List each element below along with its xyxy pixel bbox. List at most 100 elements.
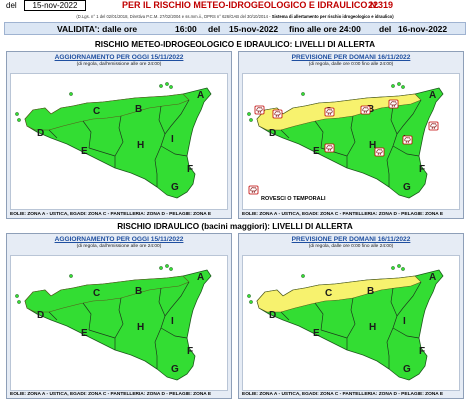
thunderstorm-icon (360, 105, 371, 115)
zone-label-i: I (403, 316, 406, 327)
minor-island (247, 112, 251, 116)
zone-label-b: B (367, 286, 374, 297)
zone-label-b: B (135, 286, 142, 297)
validity-from-time: 16:00 (175, 24, 197, 34)
minor-island (391, 266, 395, 270)
zone-label-c: C (93, 288, 100, 299)
bulletin-date: 15-nov-2022 (24, 0, 86, 11)
zone-label-d: D (269, 310, 276, 321)
minor-island (249, 300, 253, 304)
panel-title: AGGIORNAMENTO PER OGGI 15/11/2022 (54, 236, 184, 243)
panel-subtitle: (di regola, dalle ore 0:00 fino alle 24:… (308, 244, 394, 249)
zone-border (114, 297, 124, 350)
zone-border (88, 147, 116, 157)
zone-label-e: E (81, 328, 88, 339)
thunderstorm-icon (324, 143, 335, 153)
map-frame: ABCDEFGHIROVESCI O TEMPORALI (242, 73, 460, 210)
islands-legend: EOLIE: ZONA A - USTICA, EGADI: ZONA C - … (242, 392, 444, 397)
zone-label-a: A (429, 90, 436, 101)
zone-border (48, 129, 58, 139)
minor-island (397, 264, 401, 268)
date-label: del (6, 1, 17, 10)
panel-subtitle: (di regola, dall'emissione alle ore 24:0… (76, 62, 162, 67)
zone-border (82, 302, 92, 331)
validity-bar: VALIDITA': dalle ore 16:00 del 15-nov-20… (4, 22, 466, 35)
zone-border (392, 145, 420, 157)
zone-label-c: C (325, 288, 332, 299)
zone-label-a: A (197, 272, 204, 283)
thunderstorm-icon (324, 107, 335, 117)
panel-title: PREVISIONE PER DOMANI 16/11/2022 (291, 54, 411, 61)
section-title-hydraulic: RISCHIO IDRAULICO (bacini maggiori): LIV… (117, 222, 353, 231)
zone-label-h: H (369, 322, 376, 333)
minor-island (247, 294, 251, 298)
zone-border (48, 311, 58, 321)
thunderstorm-icon (272, 109, 283, 119)
minor-island (397, 82, 401, 86)
sicily-alert-map: ABCDEFGHIROVESCI O TEMPORALI (247, 82, 444, 202)
panel-meteo-tomorrow: PREVISIONE PER DOMANI 16/11/2022 (di reg… (238, 51, 464, 219)
thunderstorm-icon (428, 121, 439, 131)
zone-border (160, 327, 188, 339)
bulletin-title: PER IL RISCHIO METEO-IDROGEOLOGICO E IDR… (122, 0, 379, 10)
zone-border (346, 297, 356, 350)
zone-border (88, 329, 116, 339)
sicily-alert-map: A B C D E FG H I (247, 264, 444, 381)
zone-label-f: F (419, 164, 425, 175)
zone-label-b: B (135, 104, 142, 115)
zone-border (280, 129, 290, 139)
panel-header: AGGIORNAMENTO PER OGGI 15/11/2022 (di re… (7, 234, 231, 254)
panel-hydraulic-today: AGGIORNAMENTO PER OGGI 15/11/2022 (di re… (6, 233, 232, 399)
bulletin-header: del 15-nov-2022 PER IL RISCHIO METEO-IDR… (0, 0, 470, 12)
zone-border (164, 99, 190, 135)
validity-from-date: 15-nov-2022 (229, 24, 279, 34)
minor-island (15, 294, 19, 298)
zone-label-i: I (171, 316, 174, 327)
minor-island (169, 267, 173, 271)
bulletin-number: 22319 (368, 0, 394, 10)
storm-legend-label: ROVESCI O TEMPORALI (261, 196, 326, 202)
zone-label-i: I (171, 134, 174, 145)
thunderstorm-icon (374, 147, 385, 157)
panel-header: PREVISIONE PER DOMANI 16/11/2022 (di reg… (239, 52, 463, 72)
zone-label-g: G (171, 182, 179, 193)
zone-label-h: H (369, 140, 376, 151)
zone-label-b: B (367, 104, 374, 115)
zone-label-a: A (197, 90, 204, 101)
islands-legend: EOLIE: ZONA A - USTICA, EGADI: ZONA C - … (10, 392, 212, 397)
zone-label-h: H (137, 322, 144, 333)
zone-border (164, 281, 190, 317)
minor-island (165, 82, 169, 86)
thunderstorm-icon (388, 99, 399, 109)
zone-border (280, 311, 290, 321)
zone-label-g: G (403, 364, 411, 375)
panel-subtitle: (di regola, dalle ore 0:00 fino alle 24:… (308, 62, 394, 67)
minor-island (69, 274, 73, 278)
zone-border (314, 120, 324, 149)
zone-border (392, 327, 420, 339)
validity-del-word: del (208, 24, 221, 34)
islands-legend: EOLIE: ZONA A - USTICA, EGADI: ZONA C - … (10, 212, 212, 217)
panel-header: AGGIORNAMENTO PER OGGI 15/11/2022 (di re… (7, 52, 231, 72)
zone-label-f: F (187, 164, 193, 175)
zone-label-a: A (429, 272, 436, 283)
thunderstorm-legend-icon (248, 185, 259, 195)
zone-label-g: G (403, 182, 411, 193)
zone-border (396, 99, 422, 135)
minor-island (249, 118, 253, 122)
minor-island (159, 266, 163, 270)
zone-border (314, 302, 324, 331)
panel-header: PREVISIONE PER DOMANI 16/11/2022 (di reg… (239, 234, 463, 254)
panel-subtitle: (di regola, dall'emissione alle ore 24:0… (76, 244, 162, 249)
minor-island (301, 274, 305, 278)
minor-island (391, 84, 395, 88)
thunderstorm-icon (254, 105, 265, 115)
minor-island (165, 264, 169, 268)
panel-title: PREVISIONE PER DOMANI 16/11/2022 (291, 236, 411, 243)
zone-label-d: D (37, 128, 44, 139)
minor-island (69, 92, 73, 96)
minor-island (17, 300, 21, 304)
panel-hydraulic-tomorrow: PREVISIONE PER DOMANI 16/11/2022 (di reg… (238, 233, 464, 399)
